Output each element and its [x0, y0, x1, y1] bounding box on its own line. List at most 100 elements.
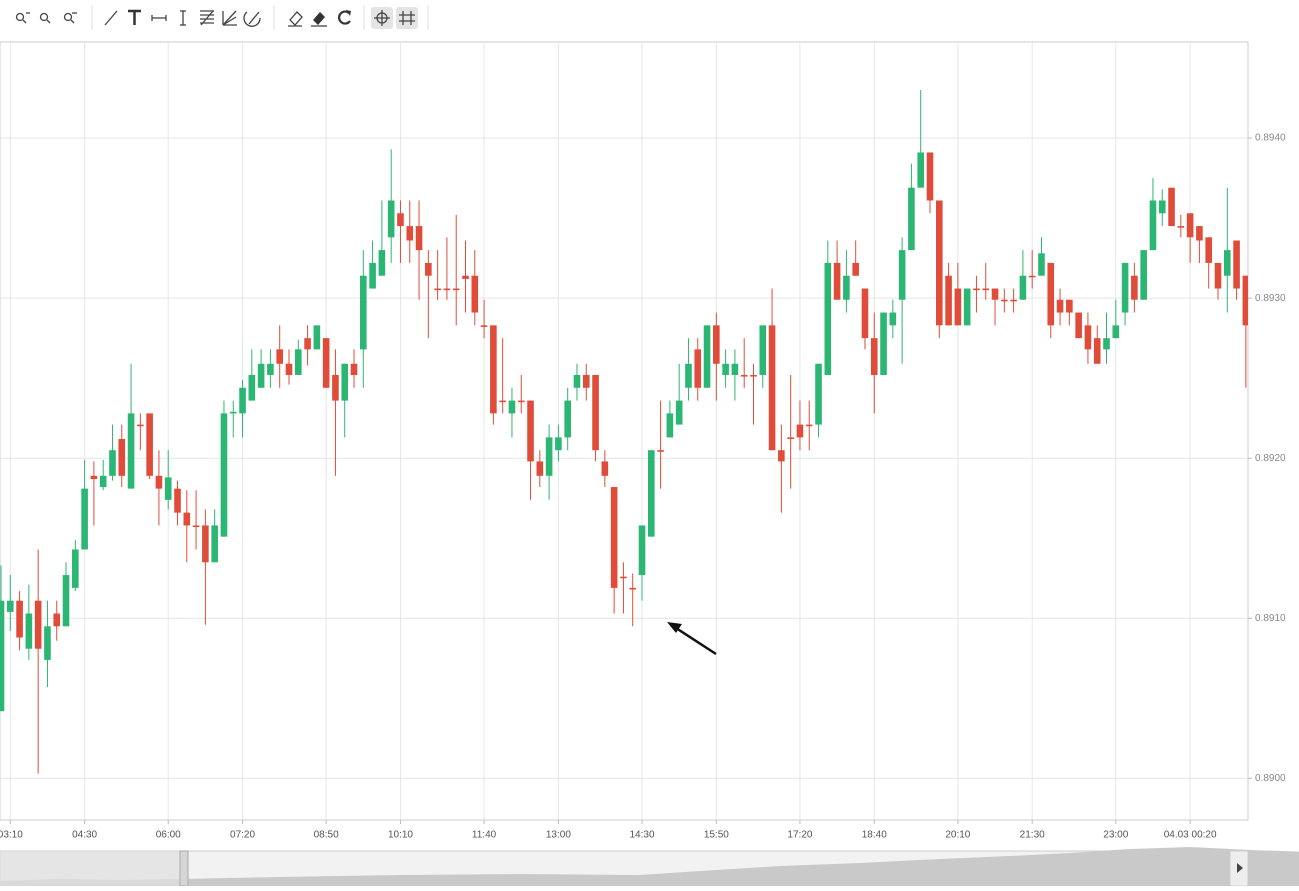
- x-tick-label: 03:10: [0, 830, 23, 841]
- toolbar: [15, 6, 429, 30]
- candles: [0, 90, 1248, 774]
- x-tick-label: 08:50: [314, 830, 339, 841]
- candle-body: [174, 488, 181, 513]
- refresh-icon[interactable]: [338, 10, 351, 25]
- fan-tool-icon[interactable]: [222, 10, 237, 26]
- candle-body: [137, 424, 144, 427]
- zoom-reset-icon[interactable]: [63, 12, 78, 24]
- candle-body: [870, 338, 878, 375]
- candle-body: [1186, 213, 1194, 238]
- candle-body: [833, 262, 841, 300]
- candle-body: [694, 349, 702, 388]
- candle-body: [1103, 338, 1110, 350]
- candle-body: [898, 250, 906, 300]
- candle-body: [592, 374, 599, 451]
- candle-body: [53, 613, 61, 627]
- candle-body: [973, 288, 980, 291]
- eraser-icon[interactable]: [288, 11, 303, 27]
- candle-body: [341, 363, 349, 401]
- candle-body: [1158, 200, 1166, 214]
- candle-body: [1177, 226, 1185, 228]
- hline-tool-icon[interactable]: [151, 15, 167, 21]
- candle-body: [350, 363, 358, 375]
- plot-frame: [0, 41, 1249, 821]
- x-tick-label: 15:50: [704, 830, 729, 841]
- x-tick-label: 13:00: [546, 830, 571, 841]
- candle-body: [202, 525, 209, 563]
- candle-body: [573, 374, 581, 388]
- candle-body: [908, 187, 915, 251]
- candle-body: [387, 200, 395, 238]
- x-tick-label: 11:40: [472, 830, 497, 841]
- candle-body: [768, 325, 776, 451]
- candle-body: [1131, 275, 1138, 300]
- candle-body: [935, 200, 943, 326]
- candle-body: [1093, 338, 1101, 364]
- candle-body: [740, 374, 748, 377]
- candle-body: [192, 525, 200, 528]
- candle-body: [257, 363, 265, 388]
- candle-body: [796, 424, 804, 438]
- candle-body: [889, 312, 897, 326]
- x-tick-label: 18:40: [862, 830, 887, 841]
- fib-tool-icon[interactable]: [200, 10, 214, 26]
- candle-body: [545, 437, 553, 476]
- candle-body: [759, 325, 767, 375]
- x-tick-label: 07:20: [230, 830, 255, 841]
- candle-body: [313, 325, 321, 350]
- candle-body: [220, 413, 228, 537]
- candle-body: [155, 475, 163, 489]
- candle-body: [1019, 275, 1027, 300]
- candle-body: [1223, 250, 1231, 276]
- candle-body: [1168, 187, 1175, 227]
- candle-body: [434, 288, 441, 291]
- text-tool-icon[interactable]: [128, 9, 141, 25]
- candle-body: [517, 400, 525, 403]
- x-tick-label: 10:10: [388, 830, 413, 841]
- candle-body: [490, 325, 497, 414]
- navigator-handle[interactable]: [179, 850, 189, 887]
- y-tick-label: 0.8930: [1255, 293, 1286, 304]
- candle-body: [304, 338, 311, 350]
- candle-body: [713, 325, 720, 364]
- candle-body: [843, 275, 850, 300]
- zoom-in-icon[interactable]: [15, 12, 31, 24]
- candle-body: [369, 262, 376, 289]
- grid-button[interactable]: [396, 7, 418, 29]
- candle-body: [527, 400, 534, 462]
- candle-body: [146, 413, 153, 476]
- arc-tool-icon[interactable]: [243, 11, 261, 27]
- candle-body: [1121, 262, 1129, 313]
- candle-body: [164, 477, 172, 500]
- candle-body: [248, 374, 256, 401]
- candle-body: [44, 626, 51, 660]
- line-tool-icon[interactable]: [104, 10, 118, 26]
- candle-body: [620, 576, 627, 579]
- candle-body: [991, 288, 999, 300]
- candle-body: [499, 400, 506, 403]
- candle-body: [1214, 262, 1222, 289]
- candle-body: [0, 600, 5, 712]
- candle-body: [480, 325, 488, 327]
- eraser-all-icon[interactable]: [311, 12, 327, 27]
- candle-body: [880, 312, 887, 375]
- candle-body: [945, 275, 952, 326]
- candle-body: [629, 587, 637, 590]
- candle-body: [657, 450, 664, 452]
- candle-body: [462, 275, 469, 279]
- candle-body: [1001, 299, 1008, 302]
- candle-body: [211, 525, 218, 563]
- candle-body: [109, 450, 116, 476]
- candle-body: [276, 349, 283, 364]
- zoom-out-icon[interactable]: [39, 12, 51, 24]
- candle-body: [982, 288, 990, 291]
- annotation-arrow: [667, 622, 717, 656]
- candle-body: [508, 400, 516, 414]
- vline-tool-icon[interactable]: [180, 10, 186, 26]
- candle-body: [322, 338, 330, 388]
- candle-body: [731, 363, 739, 375]
- candle-body: [722, 363, 729, 375]
- candle-body: [805, 424, 813, 427]
